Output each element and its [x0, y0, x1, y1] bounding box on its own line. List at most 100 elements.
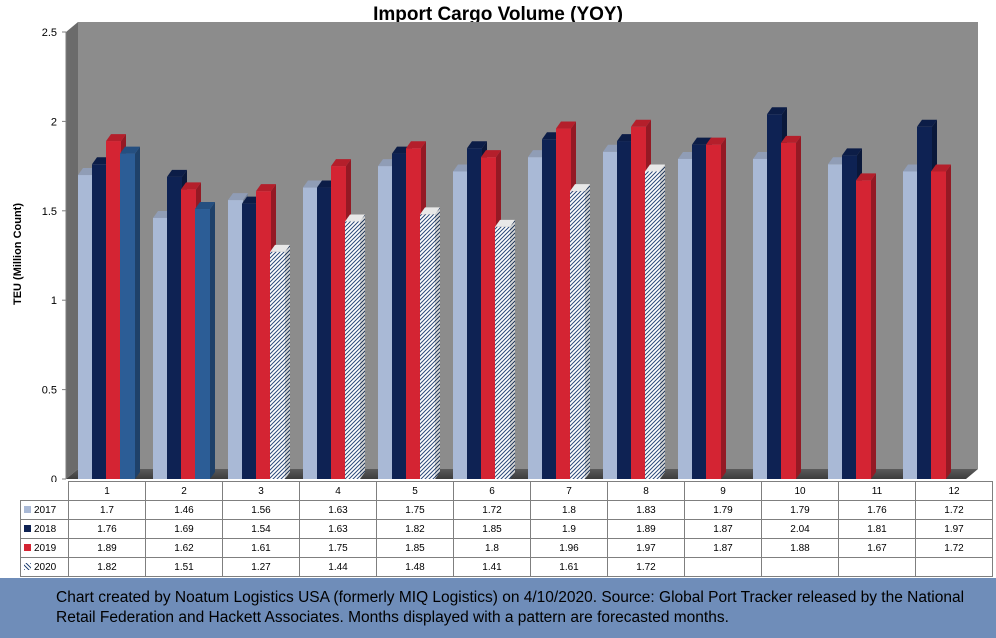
table-row: 2018 1.76 1.69 1.54 1.63 1.82 1.85 1.9 1.89 1.87 2…: [20, 519, 993, 539]
bar-top: [570, 184, 590, 192]
bar-side: [585, 184, 590, 479]
data-label: 1.96: [530, 538, 608, 558]
bar-top: [481, 150, 501, 158]
bar-chart: 0 0.5 1 1.5 2 2.5: [42, 22, 978, 482]
bar-side: [285, 244, 290, 479]
bar-front: [242, 203, 257, 479]
bar-front: [542, 139, 557, 479]
legend-swatch: [24, 544, 31, 552]
x-tick-label: 11: [838, 481, 916, 501]
bar-front: [706, 144, 721, 480]
bar-front: [617, 141, 632, 479]
data-label: 1.89: [68, 538, 146, 558]
data-table: 1 2 3 4 5 6 7 8 9 10 11 12 2017 1.7 1.46 1.56 1.63 1.75 1.…: [20, 481, 993, 577]
bar-front: [270, 251, 285, 479]
bar-top: [331, 159, 351, 167]
data-label: 1.54: [222, 519, 300, 539]
bar-side: [435, 207, 440, 479]
bar-2020-month-4: [345, 214, 365, 479]
data-label: 1.51: [145, 557, 223, 577]
bar-front: [345, 221, 360, 479]
bar-side: [796, 135, 801, 479]
data-label: 1.79: [761, 500, 839, 520]
data-label: 1.63: [299, 500, 377, 520]
side-wall: [66, 22, 78, 479]
bar-front: [481, 157, 496, 479]
x-tick-label: 9: [684, 481, 762, 501]
data-label: 1.8: [453, 538, 531, 558]
y-tick-label: 1: [51, 295, 57, 307]
legend-label: 2018: [34, 523, 57, 535]
bar-front: [556, 128, 571, 479]
bar-front: [828, 164, 843, 479]
bar-top: [842, 148, 862, 156]
data-label: 1.56: [222, 500, 300, 520]
x-tick-label: 7: [530, 481, 608, 501]
bars-group: [78, 107, 951, 480]
data-label: 1.75: [376, 500, 454, 520]
legend-swatch: [24, 563, 31, 571]
legend-label: 2020: [34, 561, 57, 573]
legend-label: 2017: [34, 504, 57, 516]
x-tick-label: 1: [68, 481, 146, 501]
data-label: 1.7: [68, 500, 146, 520]
bar-side: [510, 219, 515, 479]
bar-front: [378, 166, 393, 479]
x-tick-label: 10: [761, 481, 839, 501]
data-label: 1.72: [607, 557, 685, 577]
data-label: 1.88: [761, 538, 839, 558]
bar-front: [917, 126, 932, 479]
bar-2020-month-5: [420, 207, 440, 479]
bar-top: [256, 184, 276, 192]
bar-2019-month-11: [856, 173, 876, 480]
bar-front: [453, 171, 468, 480]
data-label: 1.76: [838, 500, 916, 520]
data-label: 1.85: [376, 538, 454, 558]
data-label: 1.48: [376, 557, 454, 577]
data-label: 1.44: [299, 557, 377, 577]
bar-top: [556, 121, 576, 129]
x-tick-label: 3: [222, 481, 300, 501]
bar-top: [181, 182, 201, 190]
table-row: 2017 1.7 1.46 1.56 1.63 1.75 1.72 1.8 1.83 1.79 1.…: [20, 500, 993, 520]
bar-top: [420, 207, 440, 215]
data-label: 1.81: [838, 519, 916, 539]
y-tick-label: 0: [51, 474, 57, 482]
bar-top: [931, 164, 951, 172]
bar-2020-month-3: [270, 244, 290, 479]
bar-front: [528, 157, 543, 479]
bar-front: [228, 200, 243, 479]
data-label: 1.8: [530, 500, 608, 520]
data-label: 1.89: [607, 519, 685, 539]
data-label: 1.62: [145, 538, 223, 558]
bar-front: [256, 191, 271, 479]
legend-entry: 2018: [20, 519, 69, 539]
bar-top: [645, 164, 665, 172]
data-label: 1.87: [684, 519, 762, 539]
bar-top: [270, 244, 290, 252]
data-label: 1.27: [222, 557, 300, 577]
data-label: 1.72: [915, 538, 993, 558]
bar-front: [767, 114, 782, 480]
table-row: 2020 1.82 1.51 1.27 1.44 1.48 1.41 1.61 1.72: [20, 557, 993, 577]
data-label: 1.83: [607, 500, 685, 520]
data-label: 1.82: [376, 519, 454, 539]
x-tick-label: 5: [376, 481, 454, 501]
bar-front: [570, 191, 585, 479]
data-label: 1.46: [145, 500, 223, 520]
legend-entry: 2020: [20, 557, 69, 577]
x-tick-label: 12: [915, 481, 993, 501]
bar-front: [903, 171, 918, 480]
legend-label: 2019: [34, 542, 57, 554]
bar-front: [331, 166, 346, 479]
bar-front: [120, 153, 135, 480]
bar-2019-month-10: [781, 135, 801, 479]
bar-side: [135, 146, 140, 480]
data-label: 1.97: [607, 538, 685, 558]
data-label: 1.75: [299, 538, 377, 558]
bar-top: [467, 141, 487, 149]
data-label: 1.72: [453, 500, 531, 520]
legend-swatch: [24, 506, 31, 514]
bar-side: [360, 214, 365, 479]
x-tick-label: 8: [607, 481, 685, 501]
